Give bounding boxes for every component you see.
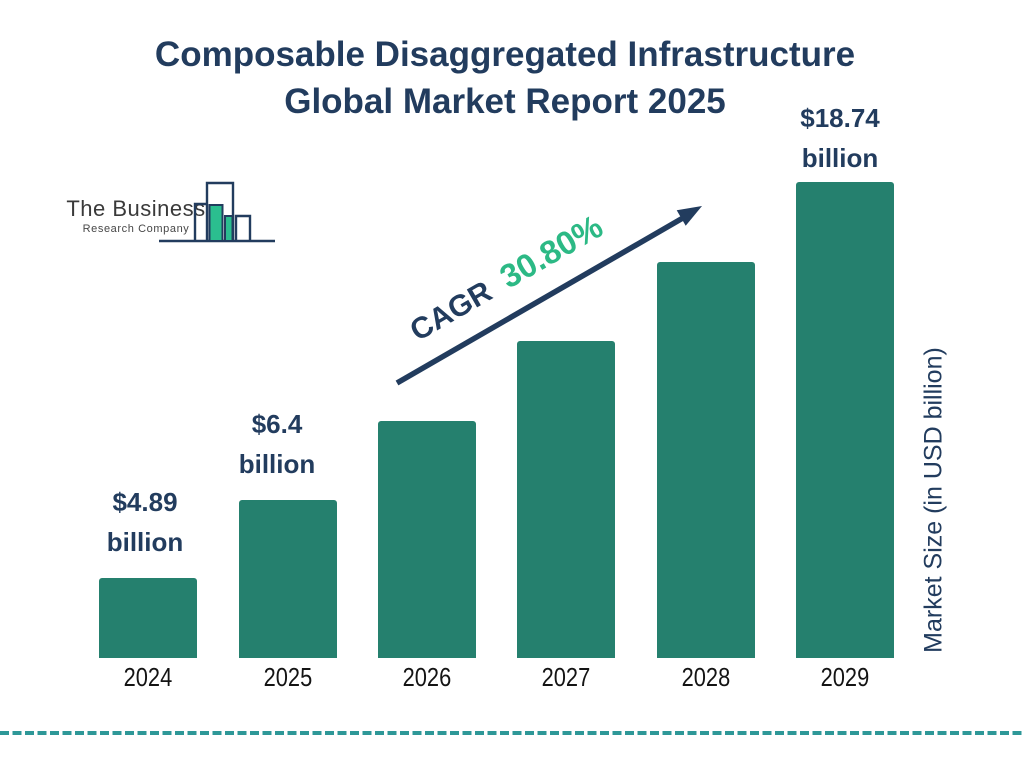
x-tick-2026: 2026 bbox=[402, 662, 452, 692]
logo-name-line2: Research Company bbox=[82, 223, 190, 235]
x-tick-2024: 2024 bbox=[123, 662, 173, 692]
bar-2027 bbox=[517, 341, 615, 658]
bottom-dashed-divider bbox=[0, 731, 1024, 735]
value-label-2024: $4.89 billion bbox=[107, 482, 184, 562]
value-label-2025-unit: billion bbox=[238, 449, 316, 479]
value-label-2029-unit: billion bbox=[801, 143, 879, 173]
bar-2025 bbox=[239, 500, 337, 658]
company-logo: The Business Research Company bbox=[64, 180, 284, 246]
bar-2029 bbox=[796, 182, 894, 658]
x-tick-2028: 2028 bbox=[681, 662, 731, 692]
value-label-2024-unit: billion bbox=[106, 527, 184, 557]
bar-2024 bbox=[99, 578, 197, 658]
value-label-2029-amount: $18.74 bbox=[800, 103, 880, 133]
logo-name-line1: The Business bbox=[66, 196, 206, 221]
cagr-annotation: CAGR 30.80% bbox=[403, 207, 610, 348]
company-logo-text: The Business Research Company bbox=[66, 196, 205, 235]
page-title-line1: Composable Disaggregated Infrastructure bbox=[154, 35, 856, 74]
page-title: Composable Disaggregated Infrastructure … bbox=[155, 31, 855, 125]
bar-2028 bbox=[657, 262, 755, 658]
value-label-2029: $18.74 billion bbox=[800, 98, 880, 178]
x-tick-2025: 2025 bbox=[263, 662, 313, 692]
bar-2026 bbox=[378, 421, 476, 658]
bar-chart-logo-icon bbox=[159, 181, 275, 243]
page-title-line2: Global Market Report 2025 bbox=[284, 82, 726, 121]
x-tick-2029: 2029 bbox=[820, 662, 870, 692]
cagr-label: CAGR bbox=[404, 275, 498, 348]
value-label-2024-amount: $4.89 bbox=[112, 487, 178, 517]
x-tick-2027: 2027 bbox=[541, 662, 591, 692]
value-label-2025: $6.4 billion bbox=[239, 404, 316, 484]
y-axis-label: Market Size (in USD billion) bbox=[919, 347, 948, 653]
cagr-value: 30.80% bbox=[493, 207, 609, 296]
value-label-2025-amount: $6.4 bbox=[251, 409, 303, 439]
